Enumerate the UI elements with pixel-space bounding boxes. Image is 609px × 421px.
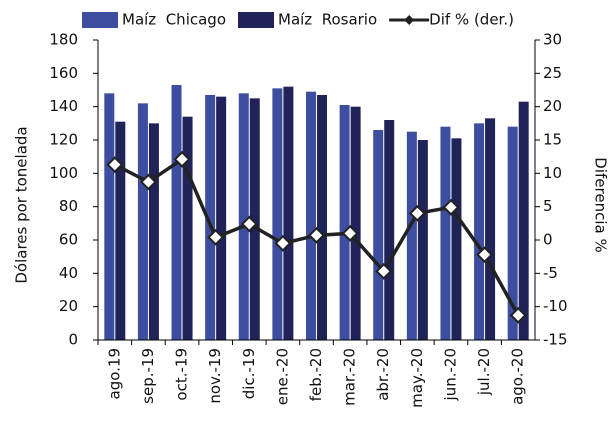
bar [440,126,451,341]
legend-marker [404,15,415,25]
bar [283,86,294,341]
bar [518,101,529,341]
bar [306,91,316,341]
marker [240,215,258,233]
legend-label: Maíz Chicago [122,11,226,29]
y2-tick-label: -5 [543,264,558,282]
y-tick-label: 60 [59,231,78,249]
legend-label: Dif % (der.) [429,11,514,29]
y-tick-label: 80 [59,197,78,215]
bar [474,123,485,340]
bar [272,88,283,340]
bar [373,130,384,340]
marker [341,224,359,242]
x-tick-label: dic.-19 [240,348,258,399]
x-tick-label: ago.-20 [509,348,527,405]
bar [104,93,115,340]
bar [216,96,227,341]
bar [137,103,148,340]
legend-swatch [82,12,118,28]
marker [106,156,124,174]
marker [375,262,393,280]
bar [350,106,361,341]
y2-tick-label: -15 [543,331,568,349]
y2-tick-label: 20 [543,97,562,115]
x-tick-label: may.-20 [408,348,426,408]
y-tick-label: 120 [49,131,78,149]
bar [417,140,428,340]
marker [509,306,527,324]
bar [238,93,249,340]
x-tick-label: jun.-20 [441,348,459,401]
bar [182,116,193,341]
y2-tick-label: 0 [543,231,553,249]
y-tick-label: 0 [68,331,78,349]
y2-tick-label: 10 [543,164,562,182]
bar [406,131,417,340]
bar [249,98,260,340]
bar [507,126,518,341]
bar [485,118,496,340]
bar [115,121,126,341]
y2-tick-label: 15 [543,131,562,149]
y-tick-label: 140 [49,97,78,115]
x-tick-label: oct.-19 [173,348,191,401]
marker [274,234,292,252]
x-tick-label: ene.-20 [273,348,291,405]
marker [442,198,460,216]
y-tick-label: 20 [59,297,78,315]
bar [205,95,216,340]
x-tick-label: sep.-19 [139,348,157,404]
legend-label: Maíz Rosario [278,11,377,29]
marker [173,150,191,168]
x-tick-label: abr.-20 [374,348,392,401]
y2-axis-label: Diferencia % [592,157,609,252]
marker [308,226,325,244]
marker [408,204,426,222]
x-tick-label: mar.-20 [341,348,359,406]
y2-tick-label: 30 [543,31,562,49]
x-tick-label: jul.-20 [475,348,493,396]
x-tick-label: ago.19 [105,348,123,399]
bar [384,120,395,340]
bar [171,85,182,340]
bar [148,123,159,340]
y-tick-label: 40 [59,264,78,282]
marker [207,228,225,246]
bar [451,138,462,340]
marker [476,246,493,264]
bar [339,105,350,340]
y2-tick-label: -10 [543,297,568,315]
bar [317,95,327,340]
y2-tick-label: 25 [543,64,562,82]
x-tick-label: feb.-20 [307,348,325,401]
x-tick-label: nov.-19 [206,348,224,404]
y2-tick-label: 5 [543,197,553,215]
marker [140,173,157,191]
y-tick-label: 160 [49,64,78,82]
y-axis-label: Dólares por tonelada [13,126,31,283]
y-tick-label: 180 [49,31,78,49]
y-tick-label: 100 [49,164,78,182]
legend-swatch [238,12,274,28]
